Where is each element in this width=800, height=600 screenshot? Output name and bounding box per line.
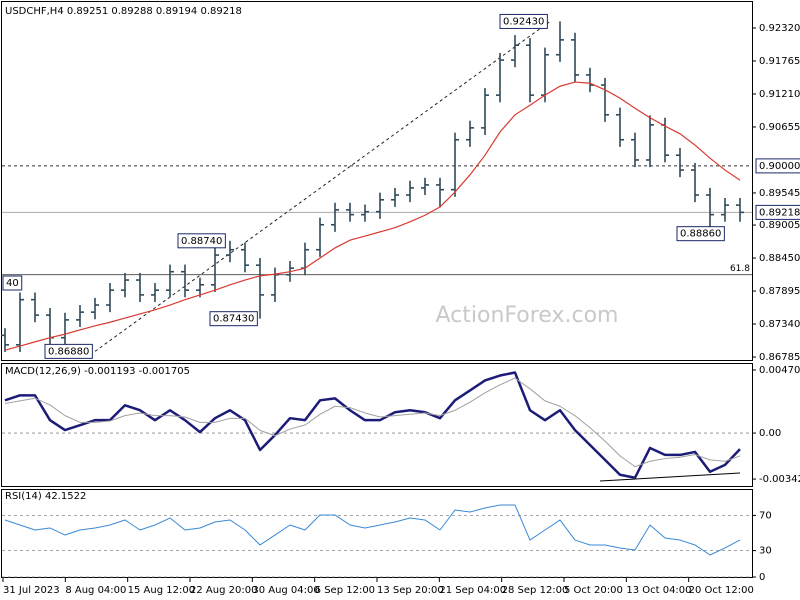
x-tick-label: 22 Aug 20:00 (190, 585, 257, 596)
y-tick-label: 0.86785 (759, 352, 800, 363)
edge-label-box (2, 275, 23, 291)
macd-panel-frame (1, 363, 753, 487)
moving-average (4, 81, 741, 351)
rsi-panel-frame (1, 489, 753, 578)
y-tick-label: 30 (759, 546, 772, 557)
y-tick-label: -0.003429 (759, 474, 800, 485)
level-label-box (755, 158, 800, 174)
indicator-line (4, 377, 741, 468)
x-tick-label: 15 Aug 12:00 (128, 585, 195, 596)
y-tick-label: 0.87895 (759, 286, 800, 297)
x-tick-label: 28 Sep 12:00 (502, 585, 569, 596)
panel-header: USDCHF,H4 0.89251 0.89288 0.89194 0.8921… (5, 6, 242, 17)
fib-label: 61.8 (730, 264, 750, 274)
y-tick-label: 0.88450 (759, 253, 800, 264)
x-tick-label: 5 Oct 20:00 (564, 585, 623, 596)
x-tick-label: 6 Sep 12:00 (315, 585, 375, 596)
macd-support-line (599, 472, 741, 482)
x-tick-label: 13 Oct 04:00 (626, 585, 691, 596)
y-tick-label: 0.89545 (759, 188, 800, 199)
price-annotation: 0.88740 (181, 236, 222, 247)
trend-line (94, 21, 551, 352)
y-tick-label: 0.87340 (759, 319, 800, 330)
price-annotation-box (499, 13, 548, 29)
y-tick-label: 0.91765 (759, 56, 800, 67)
y-tick-label: 0.92320 (759, 23, 800, 34)
panel-header: MACD(12,26,9) -0.001193 -0.001705 (5, 366, 190, 377)
price-annotation-box (676, 226, 725, 242)
price-annotation: 0.92430 (503, 16, 544, 27)
edge-label: 40 (6, 278, 19, 289)
y-tick-label: 0.89005 (759, 220, 800, 231)
y-tick-label: 0 (759, 572, 765, 583)
indicator-line (4, 371, 741, 479)
price-panel-frame (1, 1, 753, 361)
x-tick-label: 20 Oct 12:00 (689, 585, 754, 596)
watermark: ActionForex.com (436, 303, 619, 328)
y-tick-label: 0.91210 (759, 89, 800, 100)
x-tick-label: 8 Aug 04:00 (65, 585, 126, 596)
x-tick-label: 21 Sep 04:00 (439, 585, 506, 596)
price-annotation-box (209, 311, 258, 327)
panel-header: RSI(14) 42.1522 (5, 491, 86, 502)
level-label-box (755, 204, 800, 220)
y-tick-label: 70 (759, 510, 772, 521)
indicator-line (4, 504, 741, 556)
price-annotation: 0.86880 (48, 346, 89, 357)
y-tick-label: 0.90655 (759, 122, 800, 133)
x-tick-label: 13 Sep 20:00 (377, 585, 444, 596)
price-annotation: 0.87430 (213, 314, 254, 325)
price-annotation-box (44, 343, 93, 359)
price-annotation: 0.88860 (680, 229, 721, 240)
y-tick-label: 0.00 (759, 428, 781, 439)
y-tick-label: 0.004704 (759, 365, 800, 376)
price-annotation-box (177, 233, 226, 249)
x-tick-label: 30 Aug 04:00 (252, 585, 319, 596)
level-label: 0.89218 (759, 207, 800, 218)
x-tick-label: 31 Jul 2023 (3, 585, 60, 596)
level-label: 0.90000 (759, 161, 800, 172)
